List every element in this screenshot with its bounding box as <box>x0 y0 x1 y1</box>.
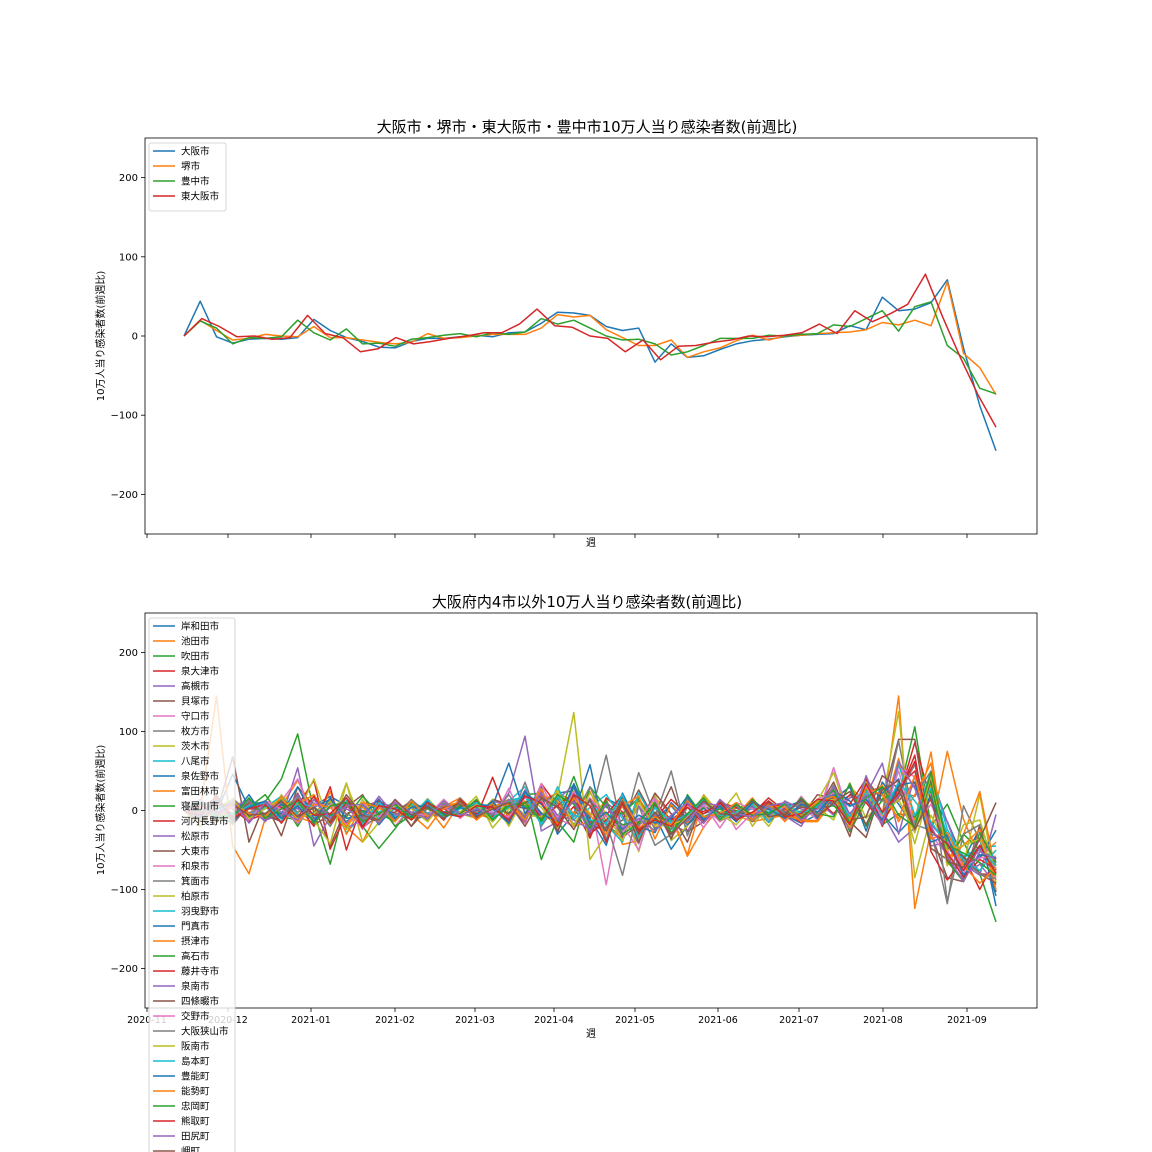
legend-label: 八尾市 <box>181 756 210 768</box>
y-tick-label: 200 <box>119 173 138 184</box>
legend-label: 箕面市 <box>181 876 210 888</box>
legend-label: 島本町 <box>181 1056 210 1068</box>
legend-label: 羽曳野市 <box>181 906 220 918</box>
legend-label: 柏原市 <box>181 891 210 903</box>
legend-label: 大阪市 <box>181 146 210 158</box>
y-tick-label: −100 <box>111 885 138 896</box>
y-tick-label: −200 <box>111 490 138 501</box>
legend-label: 河内長野市 <box>181 816 229 828</box>
legend-label: 和泉市 <box>181 861 210 873</box>
legend-label: 摂津市 <box>181 936 210 948</box>
series-line-柏原市 <box>183 771 997 874</box>
chart-1-y-axis-label: 10万人当り感染者数(前週比) <box>94 271 107 402</box>
legend-label: 忠岡町 <box>181 1102 210 1113</box>
y-tick-label: 200 <box>119 648 138 659</box>
series-line-東大阪市 <box>183 273 997 428</box>
legend-label: 泉南市 <box>181 981 210 993</box>
legend-label: 高石市 <box>181 951 210 963</box>
legend-label: 四條畷市 <box>181 996 220 1008</box>
x-tick-label: 2021-09 <box>947 1015 987 1026</box>
legend-label: 枚方市 <box>181 726 210 738</box>
y-tick-label: 0 <box>132 806 138 817</box>
legend-label: 熊取町 <box>181 1116 210 1128</box>
series-line-豊中市 <box>183 301 997 395</box>
chart-1-title: 大阪市・堺市・東大阪市・豊中市10万人当り感染者数(前週比) <box>377 118 798 136</box>
chart-1-ticks: 200 100 0 −100 −200 <box>111 173 968 538</box>
legend-label: 能勢町 <box>181 1086 210 1098</box>
y-tick-label: 100 <box>119 727 138 738</box>
x-tick-label: 2021-01 <box>291 1015 331 1026</box>
legend-label: 藤井寺市 <box>181 966 220 978</box>
legend-label: 松原市 <box>181 831 210 843</box>
chart-1-plot-frame <box>144 137 1038 535</box>
legend-label: 富田林市 <box>181 786 220 798</box>
legend-label: 堺市 <box>181 161 201 173</box>
chart-2-ylabel: 10万人当り感染者数(前週比) <box>94 745 107 876</box>
legend-label: 泉大津市 <box>181 666 220 678</box>
legend-label: 門真市 <box>181 921 210 933</box>
chart-2-plot-frame <box>144 612 1038 1009</box>
x-tick-label: 2021-06 <box>698 1015 738 1026</box>
x-tick-label: 2020-11 <box>127 1015 167 1026</box>
chart-1-lines <box>183 273 997 452</box>
legend-label: 守口市 <box>181 711 210 723</box>
x-tick-label: 2021-04 <box>534 1015 574 1026</box>
y-tick-label: 0 <box>132 332 138 343</box>
chart-1: 大阪市・堺市・東大阪市・豊中市10万人当り感染者数(前週比) 10万人当り感染者… <box>94 118 1038 549</box>
series-line-堺市 <box>183 281 997 395</box>
x-tick-label: 2021-07 <box>779 1015 819 1026</box>
x-tick-label: 2021-03 <box>455 1015 495 1026</box>
chart-1-ylabel: 10万人当り感染者数(前週比) <box>94 271 107 402</box>
legend-label: 田尻町 <box>181 1132 210 1143</box>
legend-label: 岸和田市 <box>181 621 220 633</box>
legend-label: 泉佐野市 <box>181 771 220 783</box>
legend-label: 貝塚市 <box>181 696 210 708</box>
chart-2-legend: 岸和田市池田市吹田市泉大津市高槻市貝塚市守口市枚方市茨木市八尾市泉佐野市富田林市… <box>148 617 236 1152</box>
legend-label: 岬町 <box>181 1147 201 1152</box>
legend-label: 吹田市 <box>181 651 210 663</box>
legend-label: 大阪狭山市 <box>181 1026 229 1038</box>
legend-label: 豊能町 <box>181 1071 210 1083</box>
chart-2-lines <box>183 695 997 923</box>
legend-label: 阪南市 <box>181 1041 210 1053</box>
x-tick-label: 2021-05 <box>615 1015 655 1026</box>
legend-label: 豊中市 <box>181 176 210 188</box>
legend-label: 高槻市 <box>181 681 210 693</box>
legend-label: 茨木市 <box>181 741 210 753</box>
chart-2-y-axis-label: 10万人当り感染者数(前週比) <box>94 745 107 876</box>
legend-label: 東大阪市 <box>181 191 220 203</box>
legend-label: 交野市 <box>181 1011 210 1023</box>
x-tick-label: 2021-08 <box>863 1015 903 1026</box>
x-tick-label: 2021-02 <box>375 1015 415 1026</box>
chart-2-xlabel: 週 <box>586 1028 596 1040</box>
legend-label: 寝屋川市 <box>181 801 220 813</box>
y-tick-label: −200 <box>111 964 138 975</box>
y-tick-label: −100 <box>111 411 138 422</box>
series-line-忠岡町 <box>183 771 997 876</box>
legend-label: 池田市 <box>181 636 210 648</box>
series-line-熊取町 <box>183 760 997 875</box>
chart-2: 大阪府内4市以外10万人当り感染者数(前週比) 10万人当り感染者数(前週比) … <box>94 593 1038 1152</box>
y-tick-label: 100 <box>119 252 138 263</box>
series-line-田尻町 <box>183 760 997 883</box>
series-line-岬町 <box>183 779 997 869</box>
legend-box <box>148 142 227 212</box>
chart-2-title: 大阪府内4市以外10万人当り感染者数(前週比) <box>432 593 742 611</box>
legend-box <box>148 617 236 1152</box>
chart-1-xlabel: 週 <box>586 537 596 549</box>
legend-label: 大東市 <box>181 846 210 858</box>
